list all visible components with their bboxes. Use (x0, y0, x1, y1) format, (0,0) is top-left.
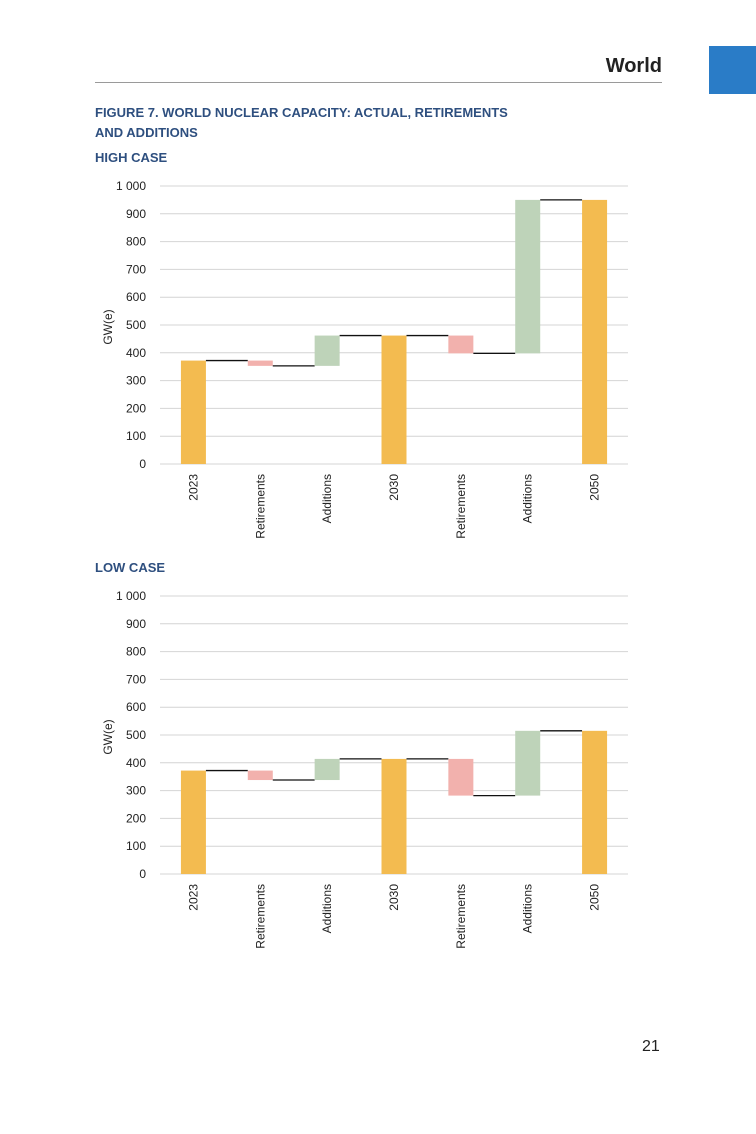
bar-actual (180, 360, 206, 464)
bar-retirements (448, 758, 474, 796)
y-tick-label: 500 (126, 728, 146, 742)
bar-additions (314, 758, 340, 781)
y-tick-label: 400 (126, 346, 146, 360)
x-tick-label: 2030 (387, 884, 401, 911)
y-tick-label: 1 000 (116, 589, 146, 603)
x-tick-label: Additions (320, 884, 334, 933)
x-tick-label: Retirements (454, 474, 468, 539)
page-number: 21 (642, 1038, 660, 1055)
x-tick-label: Additions (521, 884, 535, 933)
y-axis-label: GW(e) (101, 309, 115, 344)
section-tab (709, 46, 756, 94)
bar-actual (582, 199, 608, 464)
chart-title-high-case: HIGH CASE (95, 150, 168, 165)
chart-high-case: 0 100 200 300 400 500 600 700 800 900 1 000 GW(e) 20… (95, 170, 655, 560)
x-tick-label: Additions (521, 474, 535, 523)
y-tick-label: 800 (126, 645, 146, 659)
bar-retirements (448, 335, 474, 354)
y-tick-label: 900 (126, 617, 146, 631)
x-tick-label: 2050 (588, 884, 602, 911)
bar-actual (381, 335, 407, 464)
y-tick-label: 800 (126, 235, 146, 249)
x-tick-label: 2050 (588, 474, 602, 501)
y-tick-label: 600 (126, 700, 146, 714)
y-tick-label: 900 (126, 207, 146, 221)
bar-actual (381, 758, 407, 874)
header-rule (95, 82, 662, 83)
y-tick-label: 500 (126, 318, 146, 332)
x-tick-label: 2023 (186, 884, 200, 911)
chart-title-low-case: LOW CASE (95, 560, 166, 575)
y-tick-label: 600 (126, 290, 146, 304)
x-tick-label: 2023 (186, 474, 200, 501)
section-title: World (605, 55, 662, 77)
y-tick-label: 100 (126, 839, 146, 853)
x-tick-label: Additions (320, 474, 334, 523)
bar-actual (582, 730, 608, 874)
y-tick-label: 700 (126, 262, 146, 276)
bar-additions (515, 730, 541, 796)
high-case-svg: 0 100 200 300 400 500 600 700 800 900 1 000 GW(e) 20… (101, 179, 628, 539)
y-tick-label: 200 (126, 811, 146, 825)
y-tick-label: 300 (126, 784, 146, 798)
chart-low-case: 0 100 200 300 400 500 600 700 800 900 1 000 GW(e) 20… (95, 580, 655, 970)
x-tick-label: Retirements (253, 474, 267, 539)
bar-additions (515, 199, 541, 354)
figure-title-line-1: FIGURE 7. WORLD NUCLEAR CAPACITY: ACTUAL… (95, 105, 508, 120)
figure-title: FIGURE 7. WORLD NUCLEAR CAPACITY: ACTUAL… (95, 103, 615, 143)
low-case-svg: 0 100 200 300 400 500 600 700 800 900 1 000 GW(e) 20… (101, 589, 628, 949)
bar-retirements (247, 360, 273, 366)
bar-retirements (247, 770, 273, 781)
y-tick-label: 1 000 (116, 179, 146, 193)
y-tick-label: 400 (126, 756, 146, 770)
bar-additions (314, 335, 340, 366)
x-tick-label: Retirements (253, 884, 267, 949)
y-axis-label: GW(e) (101, 719, 115, 754)
y-tick-label: 100 (126, 429, 146, 443)
y-tick-label: 300 (126, 374, 146, 388)
x-tick-label: Retirements (454, 884, 468, 949)
y-tick-label: 200 (126, 401, 146, 415)
x-tick-label: 2030 (387, 474, 401, 501)
figure-title-line-2: AND ADDITIONS (95, 125, 198, 140)
bar-actual (180, 770, 206, 874)
y-tick-label: 0 (139, 867, 146, 881)
y-tick-label: 700 (126, 672, 146, 686)
y-tick-label: 0 (139, 457, 146, 471)
